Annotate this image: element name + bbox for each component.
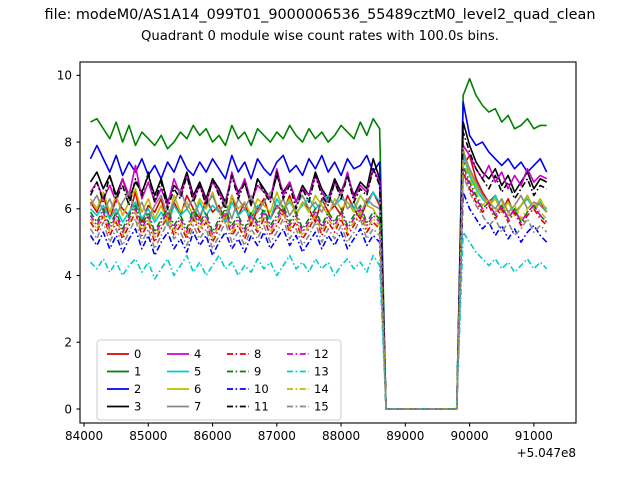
legend-label-13: 13 xyxy=(314,365,329,379)
series-line-6 xyxy=(89,147,548,410)
ytick-label: 4 xyxy=(64,269,72,283)
legend-label-14: 14 xyxy=(314,382,329,396)
legend-label-6: 6 xyxy=(194,382,201,396)
ytick-label: 6 xyxy=(64,202,72,216)
legend-label-1: 1 xyxy=(134,365,141,379)
legend-label-7: 7 xyxy=(194,400,201,414)
series-line-9 xyxy=(89,164,548,410)
series-line-13 xyxy=(89,231,548,410)
series-line-12 xyxy=(89,167,548,410)
series-line-2 xyxy=(89,101,548,410)
legend-label-5: 5 xyxy=(194,365,201,379)
xtick-label: 90000 xyxy=(450,429,488,443)
legend-background xyxy=(96,339,342,421)
x-axis-offset-label: +5.047e8 xyxy=(517,446,576,460)
xtick-label: 87000 xyxy=(258,429,296,443)
figure-suptitle: file: modeM0/AS1A14_099T01_9000006536_55… xyxy=(0,7,640,24)
legend-label-2: 2 xyxy=(134,382,141,396)
series-line-14 xyxy=(89,161,548,410)
axes-spines xyxy=(79,61,577,424)
series-line-3 xyxy=(89,121,548,410)
legend-label-8: 8 xyxy=(254,347,261,361)
legend-label-4: 4 xyxy=(194,347,201,361)
series-line-10 xyxy=(89,191,548,410)
legend-label-10: 10 xyxy=(254,382,269,396)
legend-label-11: 11 xyxy=(254,400,269,414)
xtick-label: 86000 xyxy=(193,429,231,443)
ytick-label: 2 xyxy=(64,336,72,350)
series-line-8 xyxy=(89,171,548,410)
legend-label-12: 12 xyxy=(314,347,329,361)
axes-title: Quadrant 0 module wise count rates with … xyxy=(141,29,499,44)
xtick-label: 84000 xyxy=(65,429,103,443)
xtick-label: 88000 xyxy=(322,429,360,443)
ytick-label: 0 xyxy=(64,402,72,416)
ytick-label: 8 xyxy=(64,135,72,149)
series-line-7 xyxy=(89,151,548,410)
series-line-1 xyxy=(90,77,547,410)
legend-label-0: 0 xyxy=(134,347,141,361)
legend-label-15: 15 xyxy=(314,400,329,414)
ytick-label: 10 xyxy=(57,69,72,83)
legend-label-3: 3 xyxy=(134,400,141,414)
xtick-label: 89000 xyxy=(386,429,424,443)
xtick-label: 91000 xyxy=(515,429,553,443)
legend-label-9: 9 xyxy=(254,365,261,379)
xtick-label: 85000 xyxy=(129,429,167,443)
series-group xyxy=(89,77,548,410)
figure-suptitle-text: file: modeM0/AS1A14_099T01_9000006536_55… xyxy=(44,7,596,23)
series-line-15 xyxy=(89,174,548,410)
series-line-11 xyxy=(89,131,548,410)
